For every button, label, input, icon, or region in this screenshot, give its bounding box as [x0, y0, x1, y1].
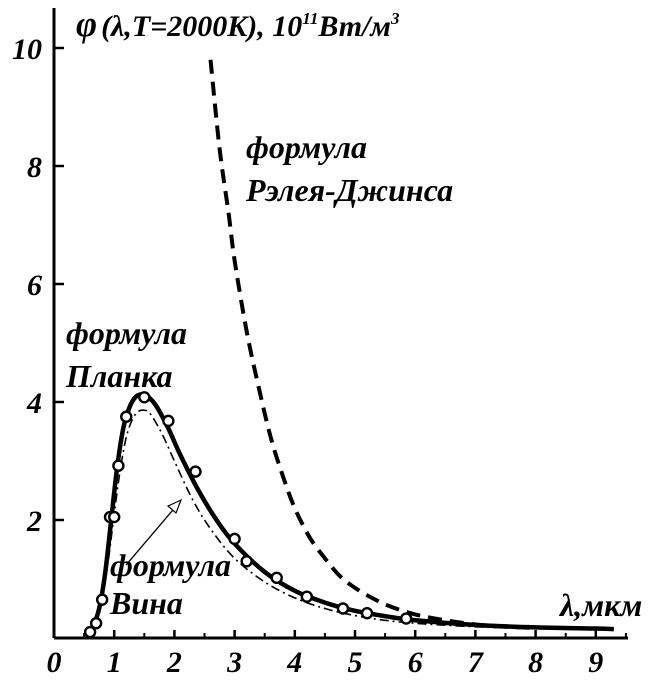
planck-data-point: [162, 414, 175, 428]
planck-data-point: [399, 612, 413, 625]
wien-annotation-line1: формула: [110, 547, 231, 583]
planck-data-point: [360, 607, 374, 620]
y-tick-label: 8: [27, 151, 42, 184]
x-tick-label: 0: [47, 646, 62, 679]
series-layer: [83, 59, 614, 639]
x-tick-label: 6: [408, 646, 423, 679]
wien-annotation-line2: Вина: [109, 585, 183, 621]
planck-data-point: [95, 593, 109, 606]
y-axis-label-unit-exp: 3: [390, 9, 400, 28]
planck-data-point: [89, 617, 103, 630]
x-tick-label: 4: [286, 646, 302, 679]
y-tick-label: 4: [26, 387, 42, 420]
y-tick-label: 2: [26, 505, 42, 538]
y-axis-label-main: (λ,T=2000K), 10: [101, 10, 302, 43]
y-axis-label-unit: Вт/м: [317, 10, 391, 43]
x-tick-label: 7: [468, 646, 484, 679]
planck-annotation-line2: Планка: [65, 358, 173, 394]
planck-data-point: [189, 465, 202, 478]
dashed-series-line: [208, 59, 536, 630]
planck-annotation-line1: формула: [66, 315, 187, 351]
tick-marks: [54, 46, 627, 638]
x-tick-label: 8: [528, 646, 543, 679]
tick-labels: 0 1 2 3 4 5 6 7 8 9 2 4 6 8 10: [12, 33, 603, 679]
planck-data-point: [120, 410, 133, 423]
x-tick-label: 5: [348, 646, 363, 679]
x-tick-label: 2: [166, 646, 182, 679]
x-tick-label: 3: [226, 646, 242, 679]
planck-data-point: [300, 590, 314, 603]
y-tick-label: 6: [27, 269, 42, 302]
rayleigh-annotation-line1: формула: [246, 129, 367, 165]
x-tick-label: 9: [588, 646, 603, 679]
planck-data-point: [240, 555, 253, 568]
planck-data-point: [270, 571, 283, 585]
planck-data-point: [228, 532, 241, 546]
planck-data-point: [107, 510, 121, 524]
wien-arrow: [125, 498, 183, 566]
x-axis-label: λ,мкм: [558, 587, 642, 623]
x-tick-label: 1: [107, 646, 122, 679]
planck-data-point: [138, 391, 151, 404]
y-tick-label: 10: [12, 33, 42, 66]
y-axis-label: φ (λ,T=2000K), 1011Вт/м3: [76, 4, 400, 44]
planck-data-point: [112, 459, 125, 472]
axes: [52, 8, 628, 640]
planck-data-point: [336, 602, 350, 615]
y-axis-label-exp: 11: [302, 9, 318, 28]
rayleigh-annotation-line2: Рэлея-Джинса: [245, 172, 453, 208]
y-axis-label-phi: φ: [76, 4, 97, 44]
planck-data-point: [83, 625, 97, 639]
